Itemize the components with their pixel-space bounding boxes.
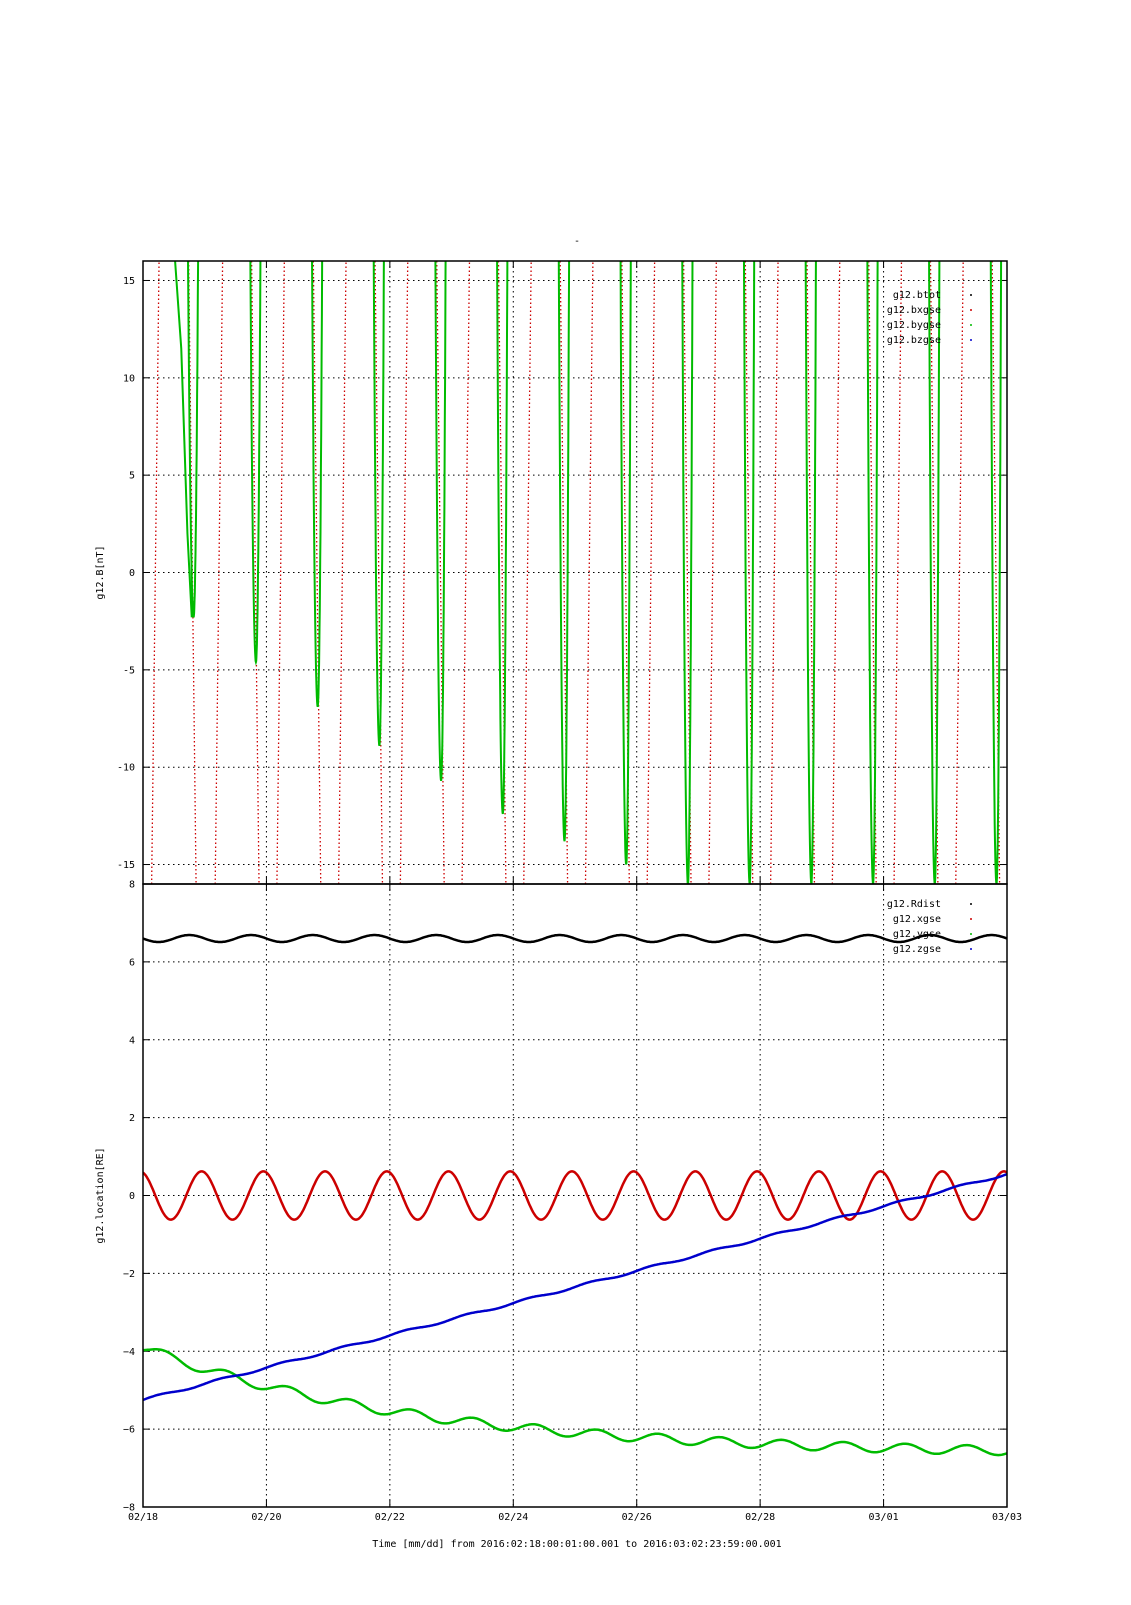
title-mark: - [574, 236, 580, 247]
top-legend-swatch-0 [970, 294, 972, 296]
bottom-ytick-label-8: −8 [123, 1503, 135, 1514]
top-y-axis-label: g12.B[nT] [95, 545, 106, 599]
bottom-xtick-label-2: 02/22 [375, 1512, 405, 1523]
bygse-initial-descent [174, 261, 193, 618]
x-axis-label: Time [mm/dd] from 2016:02:18:00:01:00.00… [372, 1539, 781, 1550]
bygse-dip-4 [434, 261, 447, 782]
bottom-plot-frame [142, 883, 1008, 1508]
bottom-legend-label-1: g12.xgse [893, 914, 941, 925]
top-legend-label-3: g12.bzgse [887, 335, 941, 346]
bygse-dip-7 [619, 261, 632, 865]
bygse-dip-8 [681, 261, 694, 884]
bottom-ytick-label-2: 4 [129, 1035, 135, 1046]
bottom-y-axis-label: g12.location[RE] [95, 1147, 106, 1243]
top-ytick-label-5: -10 [117, 763, 135, 774]
top-ytick-label-1: 10 [123, 373, 135, 384]
bxgse-segment-6 [337, 261, 347, 884]
bottom-xtick-label-6: 03/01 [869, 1512, 899, 1523]
top-ytick-label-2: 5 [129, 471, 135, 482]
bottom-xtick-label-7: 03/03 [992, 1512, 1022, 1523]
bygse-dip-2 [311, 261, 324, 708]
xgse-line [143, 1170, 1007, 1221]
bygse-dip-1 [249, 261, 262, 666]
top-ytick-label-4: -5 [123, 665, 135, 676]
top-ytick-label-3: 0 [129, 568, 135, 579]
bygse-dip-10 [804, 261, 817, 884]
bottom-legend-swatch-1 [970, 918, 972, 920]
bottom-xtick-label-3: 02/24 [498, 1512, 528, 1523]
bygse-dip-3 [372, 261, 385, 747]
top-ytick-label-0: 15 [123, 276, 135, 287]
top-legend-label-0: g12.btot [893, 290, 941, 301]
bygse-dip-13 [989, 261, 1003, 884]
ygse-line [143, 1348, 1007, 1457]
bottom-ytick-label-1: 6 [129, 957, 135, 968]
bottom-xtick-label-1: 02/20 [251, 1512, 281, 1523]
bxgse-segment-24 [893, 261, 903, 884]
bottom-xtick-label-5: 02/28 [745, 1512, 775, 1523]
bxgse-segment-12 [523, 261, 532, 884]
bottom-legend-label-3: g12.zgse [893, 944, 941, 955]
bottom-legend-swatch-3 [970, 948, 972, 950]
bottom-legend-label-2: g12.ygse [893, 929, 941, 940]
top-ytick-label-6: -15 [117, 860, 135, 871]
top-legend-label-1: g12.bxgse [887, 305, 941, 316]
bxgse-segment-0 [150, 261, 160, 884]
bygse-dip-6 [557, 261, 571, 842]
top-legend-swatch-1 [970, 309, 972, 311]
bottom-ytick-label-7: −6 [123, 1425, 135, 1436]
bygse-dip-12 [928, 261, 941, 884]
bygse-dip-0 [187, 261, 200, 618]
bottom-ytick-label-4: 0 [129, 1191, 135, 1202]
rdist-line [143, 933, 1007, 944]
bottom-ytick-label-6: −4 [123, 1347, 135, 1358]
bottom-legend-label-0: g12.Rdist [887, 899, 941, 910]
bottom-ytick-label-3: 2 [129, 1113, 135, 1124]
location-panel: 8 6 4 2 0 −2 −4 −6 −802/18 02/20 02/22 02/24 02/26 02… [95, 880, 1022, 1524]
zgse-line [143, 1172, 1007, 1402]
bygse-dip-11 [866, 261, 879, 884]
top-legend-label-2: g12.bygse [887, 320, 941, 331]
bygse-dip-9 [742, 261, 756, 884]
bottom-series-group [143, 933, 1007, 1457]
bottom-legend-swatch-0 [970, 903, 972, 905]
bottom-legend-swatch-2 [970, 933, 972, 935]
bygse-dip-5 [496, 261, 509, 815]
bottom-xtick-label-0: 02/18 [128, 1512, 158, 1523]
top-legend-swatch-3 [970, 339, 972, 341]
top-series-group [150, 261, 1003, 884]
bottom-ytick-label-5: −2 [123, 1269, 135, 1280]
bxgse-segment-18 [708, 261, 717, 884]
bottom-xtick-label-4: 02/26 [622, 1512, 652, 1523]
magnetic-field-panel: 15 10 5 0 -5 -10 -15 g12.B[nT] g12.btot g12.bxgse… [95, 260, 1008, 885]
top-legend-swatch-2 [970, 324, 972, 326]
bottom-ytick-label-0: 8 [129, 880, 135, 891]
